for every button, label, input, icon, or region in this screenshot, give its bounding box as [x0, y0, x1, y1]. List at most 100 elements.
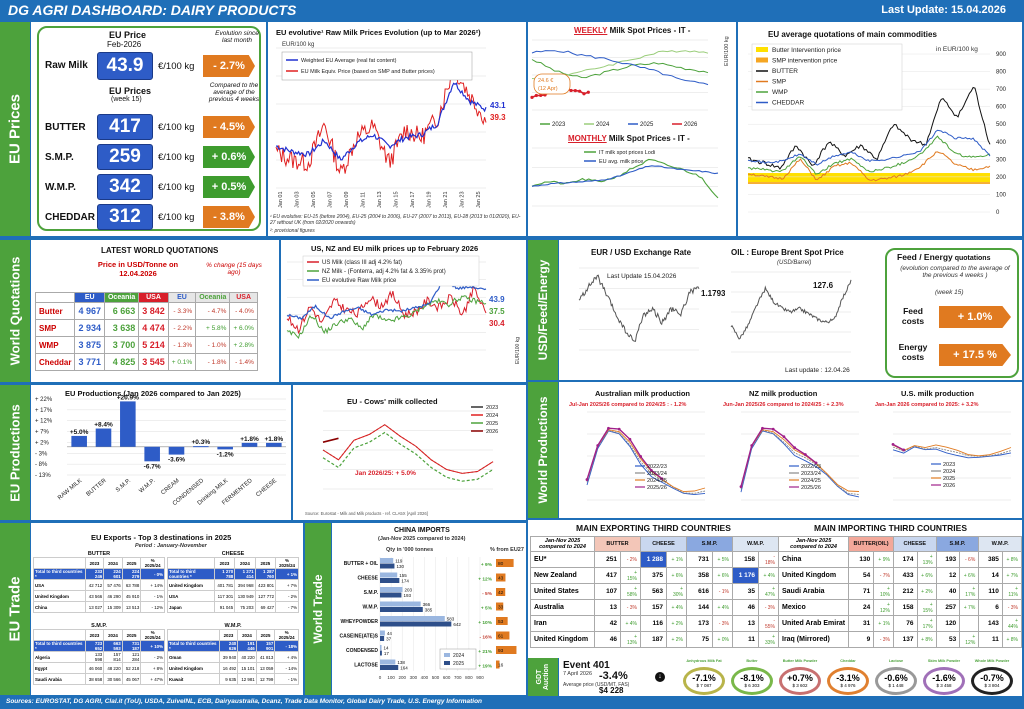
- weekly-point: [534, 93, 538, 98]
- cows-milk-panel: EU - Cows' milk collected 2023 2024 2025 20…: [293, 385, 526, 520]
- weekly-point: [586, 90, 590, 94]
- weekly-annotation: (12 Apr): [538, 86, 558, 92]
- legend-label: NZ Milk - (Fonterra, adj 4.2% fat & 3.35…: [322, 269, 446, 275]
- table-cell: 133 598: [84, 651, 105, 663]
- evolution-note: Evolution since last month: [215, 30, 259, 44]
- end-label: 30.4: [489, 319, 505, 328]
- last-update: Last Update: 15.04.2026: [881, 4, 1006, 16]
- table-cell: - 4.7%: [195, 302, 231, 320]
- export-table-block: W.M.P. 2023 2024 2025% 2025/24 Total to thir…: [167, 623, 299, 685]
- eu-prices-panel: EU Price Feb-2026 Evolution since last m…: [31, 22, 266, 236]
- bar-2024: [380, 630, 385, 636]
- table-row: United Arab Emirat 31 + 1% 76 + 17% 120 143 + 4…: [777, 615, 1023, 632]
- eu-price-date: Feb-2026: [107, 40, 142, 49]
- y-tick-label: - 13%: [35, 473, 51, 479]
- legend-swatch: [756, 47, 768, 52]
- table-row: Butter 4 967 6 663 3 842- 3.3% - 4.7% - 4.0%: [34, 302, 258, 320]
- row-label: United Kingdom: [167, 579, 215, 591]
- product-price: 417: [97, 114, 153, 140]
- gdt-item-price: $ 3 602: [792, 683, 808, 688]
- y-tick-label: + 12%: [35, 419, 53, 425]
- product-unit: €/100 kg: [158, 212, 195, 223]
- weekly-annotation-bubble: [533, 73, 571, 95]
- table-row: United States 107 + 58% 563 + 30% 616- 1% 35 + …: [530, 583, 779, 600]
- product-unit: €/100 kg: [158, 122, 195, 133]
- table-cell-change: - 3%: [620, 599, 641, 616]
- table-cell: 43 566: [84, 590, 105, 602]
- row-label: Egypt: [33, 662, 86, 674]
- table-cell: - 2%: [275, 590, 299, 602]
- table-cell-change: + 15%: [916, 599, 937, 616]
- exporting-title: MAIN EXPORTING THIRD COUNTRIES: [576, 523, 731, 533]
- table-header: 2025: [121, 557, 142, 569]
- feed-label: Feed costs: [901, 306, 925, 326]
- table-row: United Kingdom 54- 7% 433 + 6% 12 + 6% 14 + 7%: [777, 567, 1023, 584]
- world-productions-panel: Australian milk production Jul-Jan 2025/2…: [559, 382, 1022, 518]
- table-cell: 224 279: [121, 568, 142, 580]
- table-cell: 13 513: [121, 601, 142, 613]
- cows-title: EU - Cows' milk collected: [347, 397, 438, 406]
- share-bar: [496, 617, 508, 625]
- raw-milk-chart: Weighted EU Average (real fat content) EU…: [275, 47, 506, 208]
- table-cell: - 4.0%: [229, 302, 258, 320]
- category-label: BUTTER + OIL: [344, 561, 378, 567]
- share-label: 80: [498, 561, 504, 567]
- table-cell-change: - 3%: [1001, 599, 1023, 616]
- world-quotations-title: LATEST WORLD QUOTATIONS: [101, 246, 219, 255]
- product-label: S.M.P.: [45, 152, 74, 163]
- cows-milk-chart: 2023 2024 2025 2026 Jan 2026/25: + 5.0% Sourc…: [305, 405, 498, 516]
- gdt-event: Event 401: [563, 660, 610, 671]
- raw-milk-note-2: ²: provisional figures: [270, 228, 315, 234]
- table-cell-change: + 1%: [873, 615, 894, 632]
- legend-label: EU evolutive Raw Milk price: [322, 278, 397, 284]
- table-cell: - 14%: [274, 662, 299, 674]
- table-row: Total to third countries * 1 270 788 1 271…: [167, 568, 299, 580]
- table-cell: 385: [978, 551, 1003, 568]
- table-cell: 251: [594, 551, 621, 568]
- share-label: 43: [498, 576, 504, 582]
- monthly-panel: MONTHLY Milk Spot Prices - IT - IT milk …: [528, 132, 736, 236]
- bar-2024: [380, 616, 445, 621]
- data-label: +1.8%: [240, 436, 259, 443]
- feed-frame: [885, 248, 1019, 378]
- table-cell-change: - 18%: [758, 551, 779, 568]
- data-label: 193: [403, 593, 411, 598]
- y-tick-label: + 7%: [35, 430, 50, 436]
- export-table-block: S.M.P. 2023 2024 2025% 2025/24 Total to thir…: [33, 623, 165, 685]
- legend-label: 2024: [596, 122, 610, 128]
- world-prod-point: [803, 453, 807, 456]
- gdt-item-name: Cheddar: [840, 659, 856, 663]
- table-cell: 1 270 788: [213, 568, 236, 580]
- bar: [95, 428, 112, 447]
- table-cell: 158: [732, 551, 759, 568]
- table-cell: 143: [978, 615, 1003, 632]
- table-cell: 1 176: [732, 567, 759, 584]
- row-label: Total to third countries *: [33, 640, 86, 652]
- legend-label: EU Milk Equiv. Price (based on SMP and B…: [301, 69, 435, 75]
- table-cell: 52 218: [121, 662, 142, 674]
- table-row: United Kingdom 401 781 394 968 423 801 + 7%: [167, 579, 299, 591]
- y-tick-label: 400: [996, 140, 1007, 146]
- table-cell-change: + 7%: [959, 599, 980, 616]
- share-bar: [496, 573, 506, 582]
- product-change: + 0.5%: [203, 176, 255, 198]
- cows-series-line: [322, 431, 494, 482]
- category-label: RAW MILK: [57, 478, 83, 502]
- data-label: 174: [401, 579, 409, 584]
- us-nz-chart: US Milk (class III adj 4.2% fat) NZ Milk …: [286, 255, 521, 364]
- brent-title: OIL : Europe Brent Spot Price: [731, 248, 844, 257]
- monthly-series-eu: [531, 165, 719, 187]
- table-cell-change: + 2%: [666, 631, 687, 648]
- table-cell-change: + 12%: [873, 599, 894, 616]
- section-world-productions: World Productions: [528, 382, 558, 518]
- y-tick-label: 200: [996, 175, 1007, 181]
- table-cell: 563: [640, 583, 667, 600]
- table-cell: + 1%: [275, 568, 299, 580]
- product-change: - 3.8%: [203, 206, 255, 228]
- category-label: BUTTER: [86, 478, 109, 498]
- table-cell: 71: [848, 583, 875, 600]
- brent-note: Last update : 12.04.26: [785, 367, 850, 374]
- table-cell-change: - 6%: [959, 551, 980, 568]
- table-cell: 35: [732, 583, 759, 600]
- gdt-item-name: Anhydrous Milk Fat: [686, 659, 722, 663]
